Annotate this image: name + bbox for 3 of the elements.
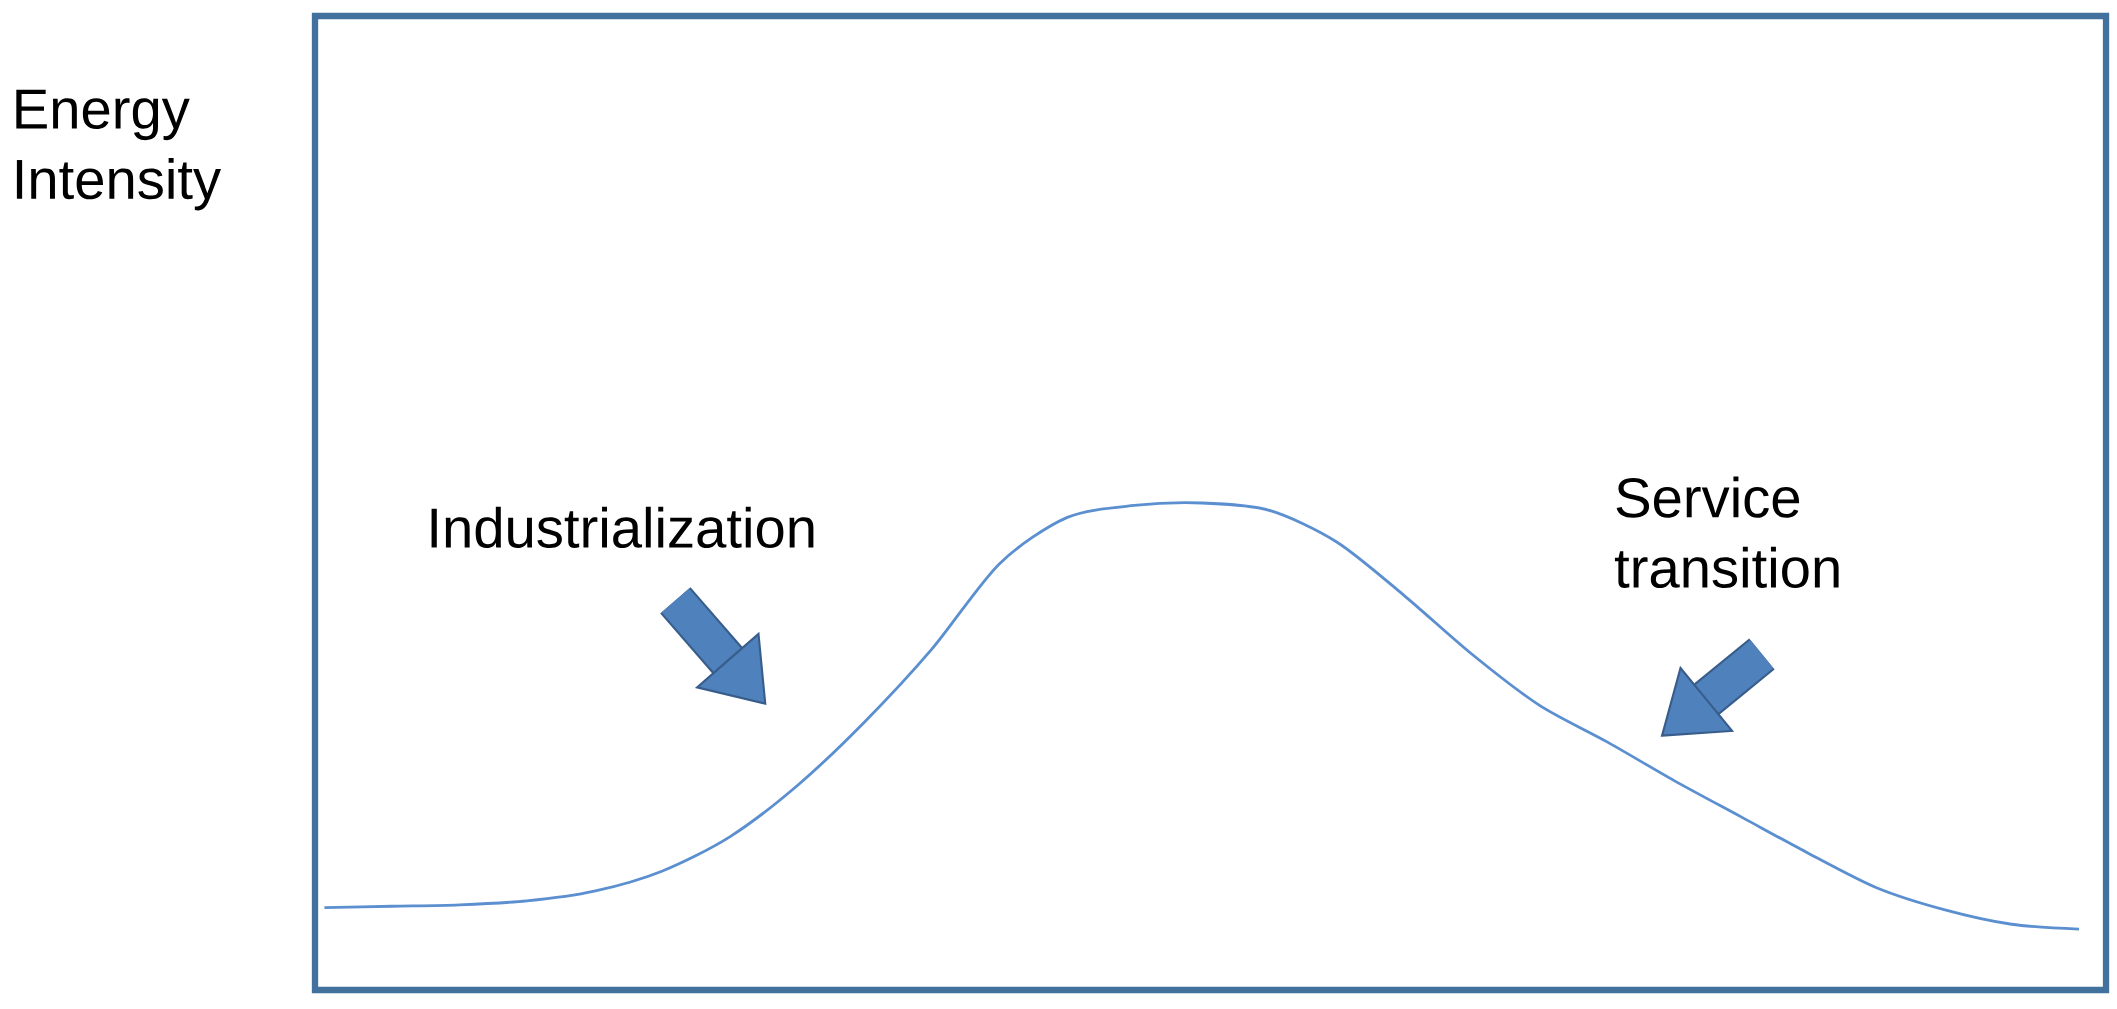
annotation: Industrialization (431, 506, 814, 549)
text: Energy Intensity (16, 89, 221, 211)
annotation: Service transition (1614, 476, 1839, 589)
